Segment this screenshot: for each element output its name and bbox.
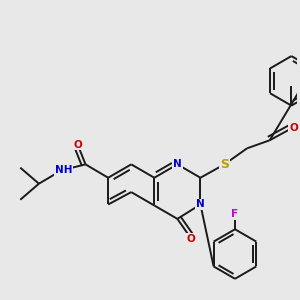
Text: O: O bbox=[187, 234, 196, 244]
Text: NH: NH bbox=[55, 165, 72, 175]
Text: O: O bbox=[289, 123, 298, 134]
Text: S: S bbox=[220, 158, 229, 171]
Text: F: F bbox=[231, 209, 239, 219]
Text: O: O bbox=[73, 140, 82, 150]
Text: N: N bbox=[173, 159, 182, 170]
Text: N: N bbox=[196, 200, 205, 209]
